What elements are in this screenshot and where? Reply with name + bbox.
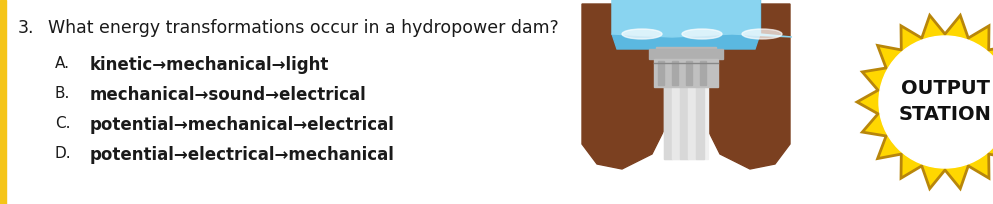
- Text: mechanical→sound→electrical: mechanical→sound→electrical: [90, 86, 366, 104]
- Polygon shape: [705, 4, 790, 169]
- Bar: [582, 4, 790, 174]
- Text: D.: D.: [55, 146, 71, 161]
- Ellipse shape: [742, 29, 782, 39]
- Bar: [612, 0, 760, 34]
- Bar: [654, 59, 718, 87]
- Bar: [700, 61, 706, 85]
- Polygon shape: [582, 4, 667, 169]
- Text: C.: C.: [55, 116, 71, 131]
- Ellipse shape: [682, 29, 722, 39]
- Text: potential→mechanical→electrical: potential→mechanical→electrical: [90, 116, 395, 134]
- Bar: [680, 59, 688, 159]
- Text: B.: B.: [55, 86, 71, 101]
- Bar: [649, 49, 723, 59]
- Text: kinetic→mechanical→light: kinetic→mechanical→light: [90, 56, 330, 74]
- Bar: [672, 59, 680, 159]
- Polygon shape: [857, 15, 993, 189]
- Text: What energy transformations occur in a hydropower dam?: What energy transformations occur in a h…: [48, 19, 559, 37]
- Text: STATION: STATION: [899, 104, 991, 123]
- Bar: [656, 47, 716, 59]
- Bar: [672, 61, 678, 85]
- Bar: [696, 59, 704, 159]
- Bar: [658, 61, 664, 85]
- Bar: [0, 0, 6, 204]
- Text: OUTPUT: OUTPUT: [901, 79, 989, 98]
- Ellipse shape: [622, 29, 662, 39]
- Bar: [686, 61, 692, 85]
- Text: potential→electrical→mechanical: potential→electrical→mechanical: [90, 146, 395, 164]
- Bar: [688, 59, 696, 159]
- Text: 3.: 3.: [18, 19, 35, 37]
- Polygon shape: [612, 34, 760, 49]
- Bar: [664, 59, 672, 159]
- Circle shape: [879, 36, 993, 168]
- Text: A.: A.: [55, 56, 70, 71]
- Bar: [664, 59, 708, 159]
- Polygon shape: [612, 0, 792, 37]
